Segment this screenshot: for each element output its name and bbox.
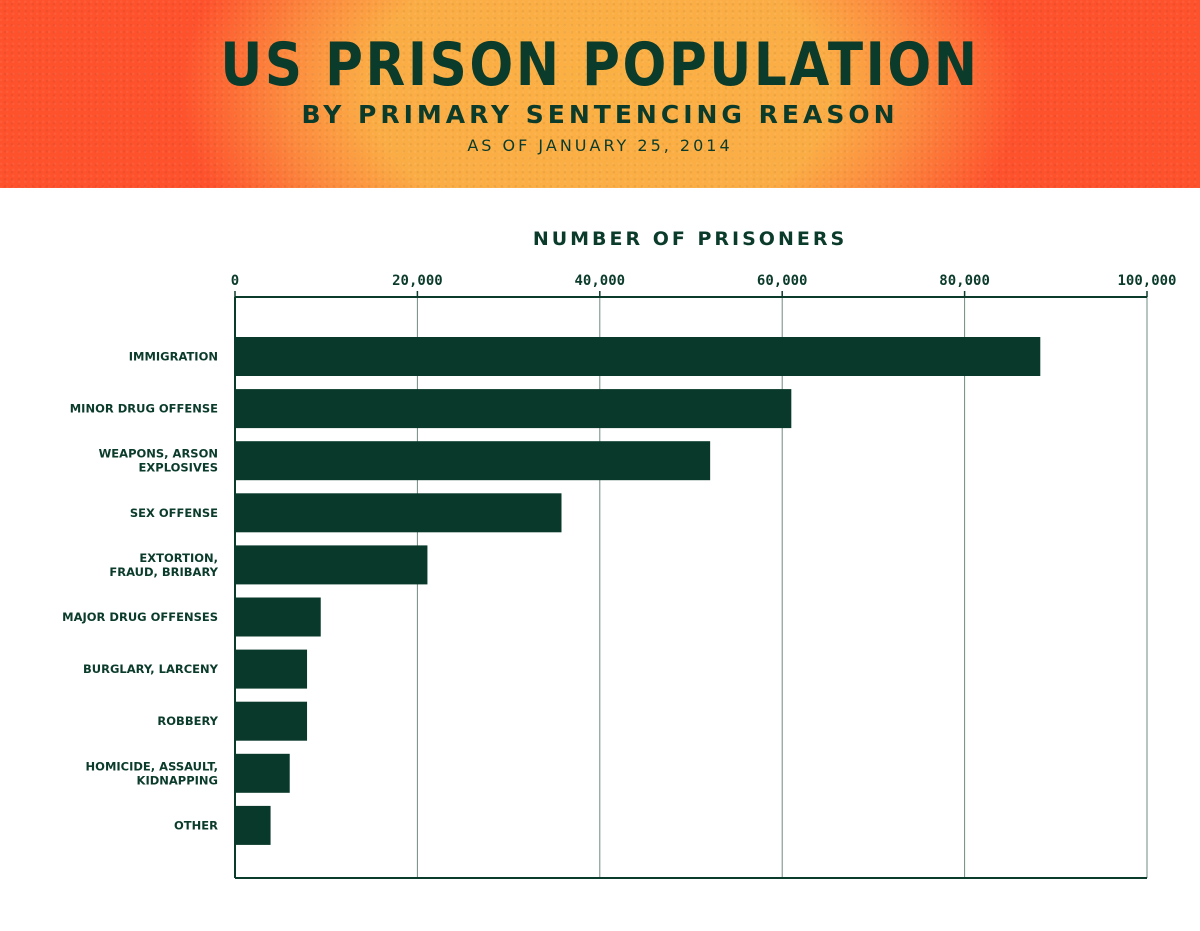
- category-label: WEAPONS, ARSON: [99, 447, 218, 461]
- chart-title: US PRISON POPULATION: [220, 30, 980, 100]
- bar-9: [235, 805, 271, 845]
- x-axis-title: NUMBER OF PRISONERS: [532, 228, 848, 250]
- bar-8: [235, 753, 290, 793]
- category-label: ROBBERY: [157, 714, 218, 728]
- bar-6: [235, 649, 308, 689]
- category-label: EXPLOSIVES: [139, 461, 218, 475]
- x-tick-label: 0: [231, 273, 239, 289]
- bar-2: [235, 441, 711, 481]
- bar-5: [235, 597, 321, 637]
- x-tick-label: 60,000: [757, 273, 808, 289]
- category-label: SEX OFFENSE: [130, 506, 218, 520]
- category-label: FRAUD, BRIBARY: [109, 565, 218, 579]
- bar-0: [235, 337, 1041, 376]
- bar-4: [235, 545, 428, 585]
- bar-7: [235, 701, 308, 741]
- bar-1: [235, 389, 792, 429]
- chart-subtitle: BY PRIMARY SENTENCING REASON: [301, 100, 899, 129]
- category-label: HOMICIDE, ASSAULT,: [86, 759, 218, 773]
- x-tick-label: 40,000: [575, 273, 626, 289]
- header-banner: US PRISON POPULATION BY PRIMARY SENTENCI…: [0, 0, 1200, 188]
- category-label: OTHER: [174, 818, 218, 832]
- x-tick-label: 80,000: [939, 273, 990, 289]
- x-tick-label: 100,000: [1117, 273, 1176, 289]
- category-label: IMMIGRATION: [129, 350, 218, 364]
- category-label: BURGLARY, LARCENY: [83, 662, 219, 676]
- category-label: EXTORTION,: [139, 551, 218, 565]
- chart-date: AS OF JANUARY 25, 2014: [467, 136, 733, 155]
- category-label: MAJOR DRUG OFFENSES: [62, 610, 218, 624]
- bar-3: [235, 493, 562, 533]
- category-label: MINOR DRUG OFFENSE: [70, 402, 218, 416]
- category-label: KIDNAPPING: [137, 773, 218, 787]
- x-tick-label: 20,000: [392, 273, 443, 289]
- header-texture: [0, 0, 1200, 188]
